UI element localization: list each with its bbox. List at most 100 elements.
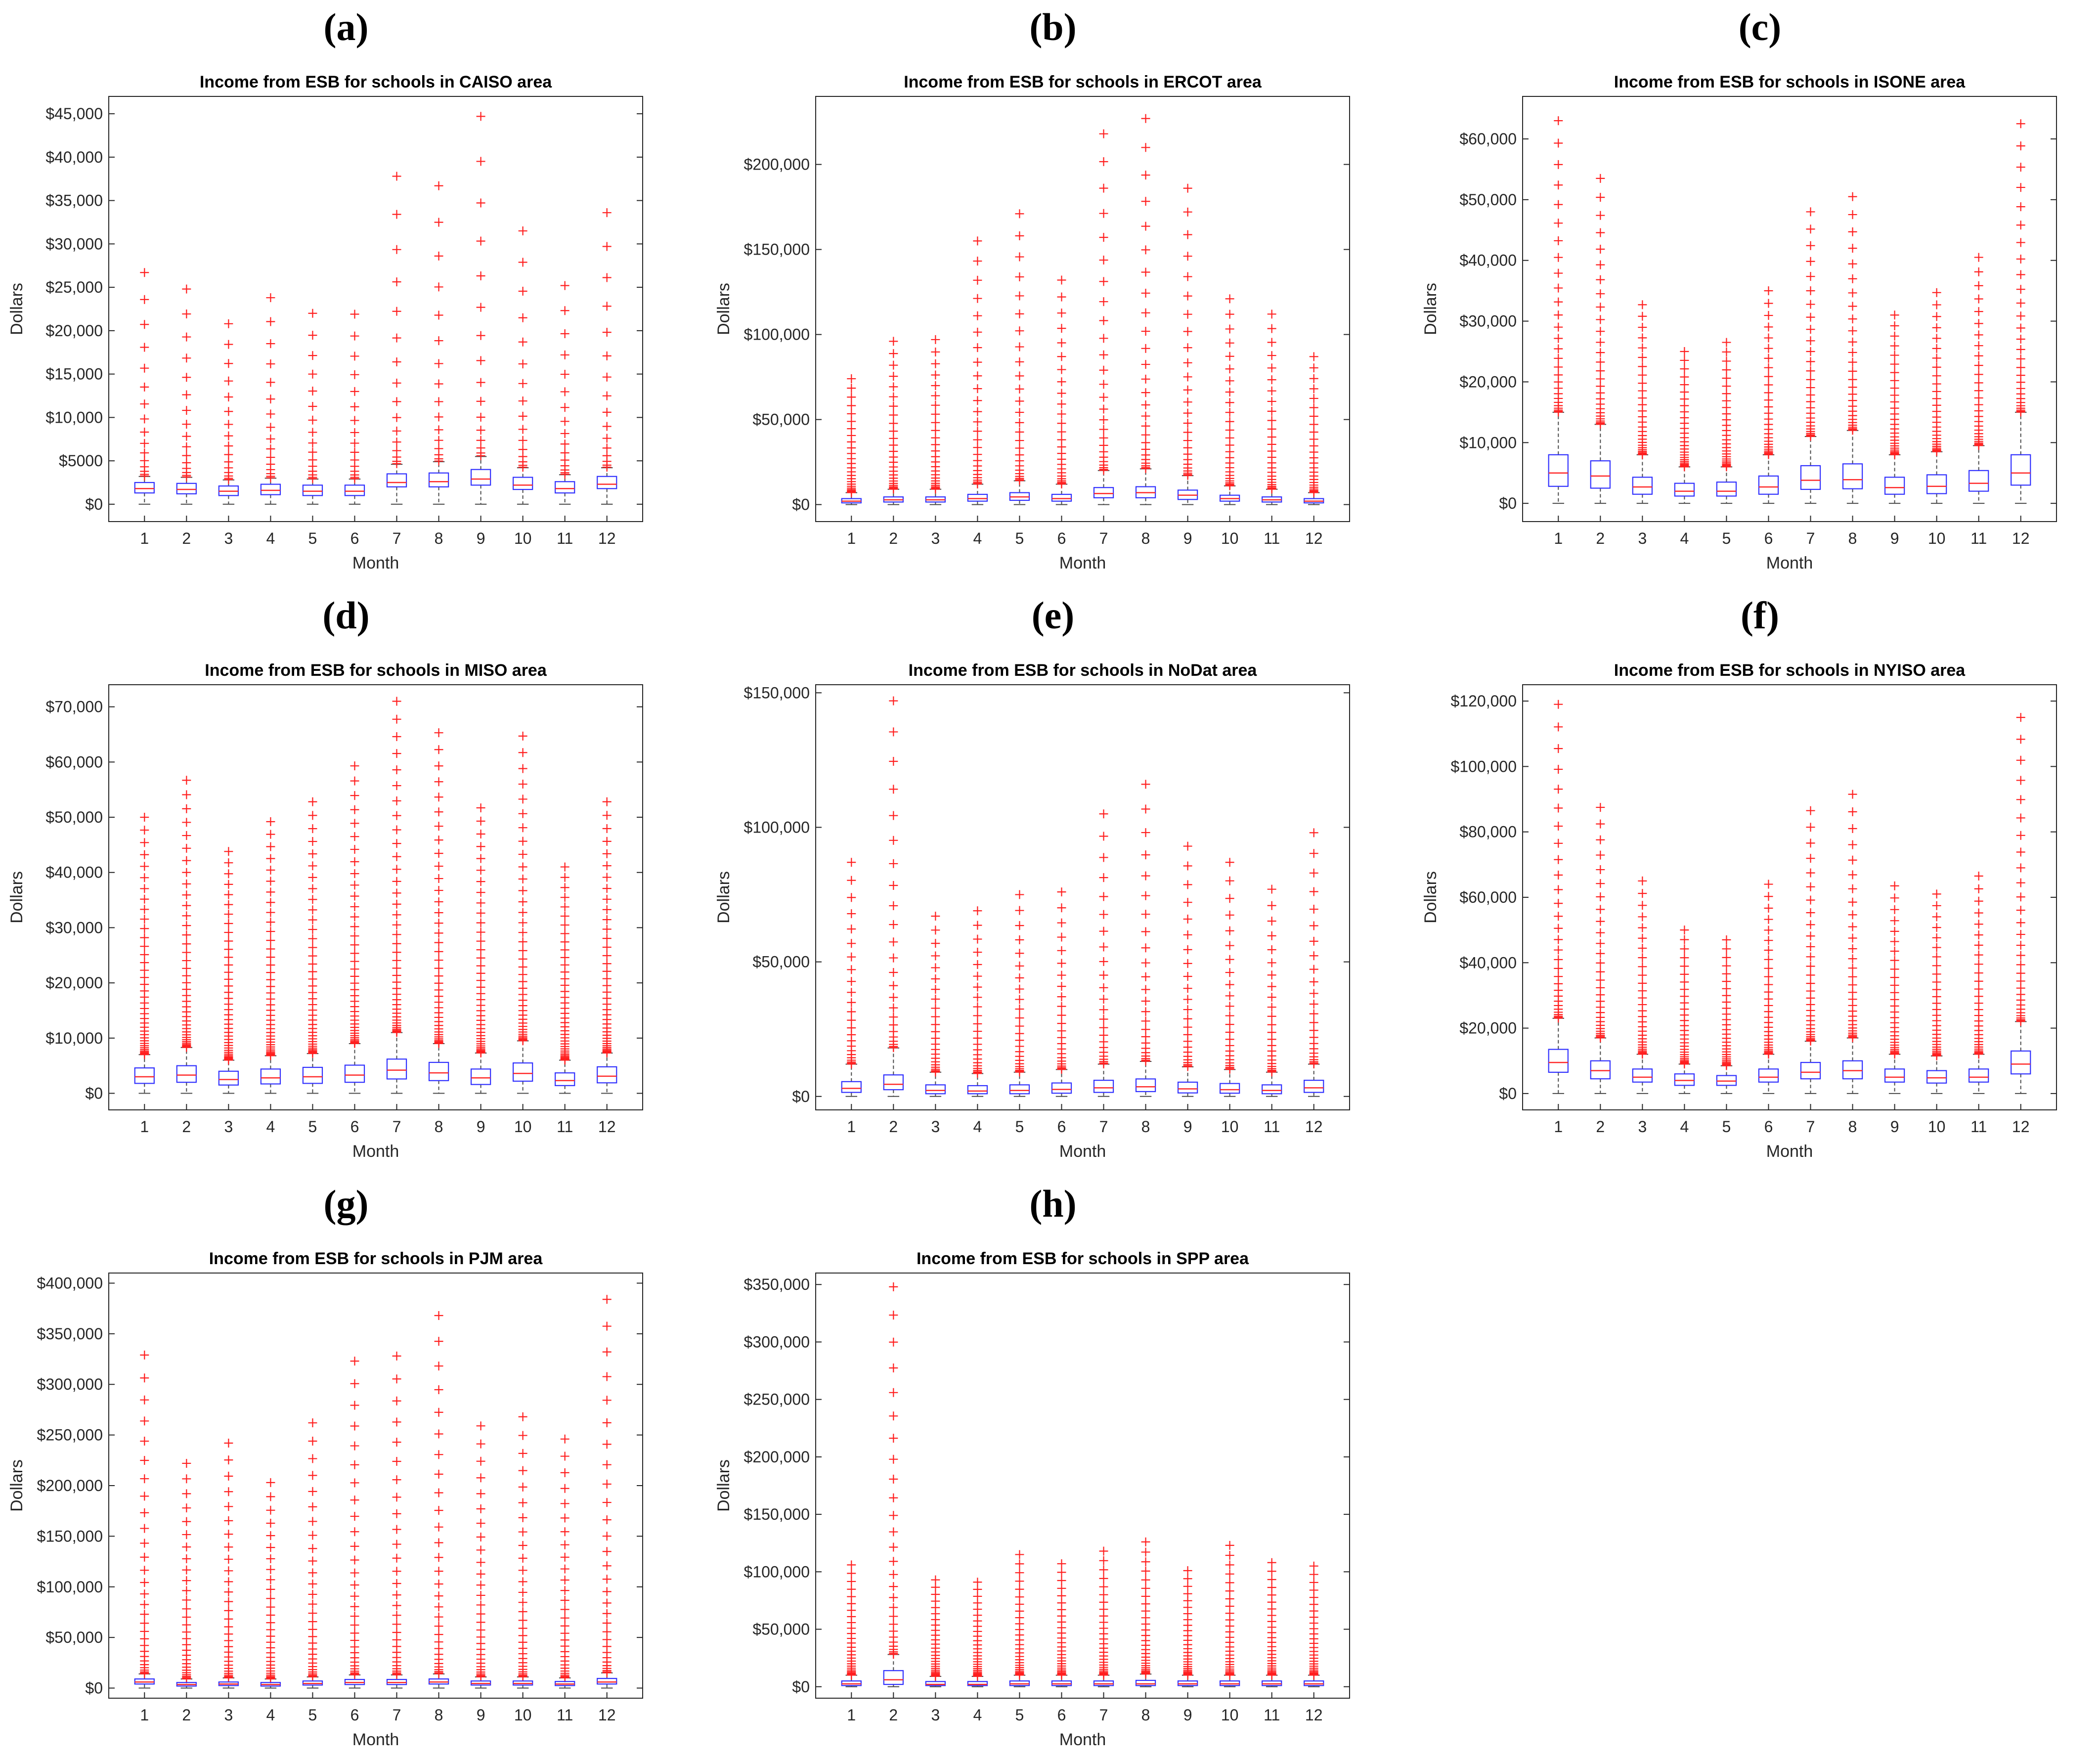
outlier-marker: [182, 451, 191, 460]
outlier-marker: [2016, 713, 2025, 722]
outlier-marker: [518, 748, 527, 757]
plot-frame: [815, 96, 1350, 522]
outliers-month-1: [847, 374, 856, 497]
outlier-marker: [847, 417, 856, 426]
y-axis-label: Dollars: [714, 1459, 733, 1512]
outlier-marker: [1057, 1583, 1066, 1593]
outlier-marker: [1141, 1583, 1150, 1593]
outlier-marker: [140, 448, 149, 458]
outlier-marker: [1141, 910, 1150, 919]
outlier-marker: [476, 968, 485, 978]
outlier-marker: [392, 930, 401, 939]
outlier-marker: [973, 1011, 982, 1020]
outlier-marker: [1099, 316, 1108, 325]
chart-title: Income from ESB for schools in PJM area: [209, 1249, 543, 1268]
x-tick-label: 11: [1264, 529, 1280, 547]
outlier-marker: [1680, 962, 1689, 971]
outlier-marker: [1309, 989, 1318, 998]
outlier-marker: [1848, 227, 1857, 236]
outlier-marker: [1141, 927, 1150, 936]
plot-frame: [1522, 96, 2057, 522]
chart-title: Income from ESB for schools in ISONE are…: [1614, 73, 1966, 91]
outlier-marker: [602, 1440, 612, 1449]
outlier-marker: [182, 1503, 191, 1513]
outlier-marker: [889, 1454, 898, 1464]
outlier-marker: [1932, 371, 1941, 381]
outlier-marker: [602, 905, 612, 914]
outlier-marker: [434, 1630, 443, 1639]
outlier-marker: [2016, 795, 2025, 804]
outlier-marker: [560, 1499, 569, 1508]
outlier-marker: [392, 920, 401, 929]
outlier-marker: [1183, 397, 1192, 407]
x-tick-label: 10: [514, 529, 532, 547]
outlier-marker: [350, 832, 359, 841]
outlier-marker: [889, 836, 898, 845]
outlier-marker: [1890, 937, 1899, 946]
outlier-marker: [1848, 326, 1857, 336]
outlier-marker: [350, 1555, 359, 1565]
outlier-marker: [1015, 890, 1024, 899]
outlier-marker: [1225, 376, 1234, 386]
outlier-marker: [2016, 755, 2025, 765]
y-tick-label: $50,000: [752, 1621, 810, 1638]
outlier-marker: [1554, 744, 1563, 753]
chart-title: Income from ESB for schools in ERCOT are…: [904, 73, 1262, 91]
outlier-marker: [1015, 443, 1024, 453]
outlier-marker: [1267, 324, 1276, 333]
outlier-marker: [350, 447, 359, 457]
outlier-marker: [518, 862, 527, 872]
y-tick-label: $20,000: [45, 322, 103, 340]
outlier-marker: [1638, 912, 1647, 922]
outlier-marker: [1974, 950, 1983, 960]
outlier-marker: [308, 967, 317, 976]
outlier-marker: [1267, 363, 1276, 373]
chart-nodat: Income from ESB for schools in NoDat are…: [714, 661, 1350, 1161]
outlier-marker: [392, 732, 401, 742]
outlier-marker: [434, 1337, 443, 1346]
outlier-marker: [1596, 905, 1605, 914]
outlier-marker: [1183, 841, 1192, 851]
x-tick-label: 3: [1638, 529, 1647, 547]
outlier-marker: [889, 1603, 898, 1612]
outlier-marker: [518, 1577, 527, 1586]
outlier-marker: [1099, 995, 1108, 1004]
x-tick-label: 11: [1264, 1118, 1280, 1136]
outlier-marker: [392, 1351, 401, 1361]
outlier-marker: [1848, 274, 1857, 283]
outlier-marker: [182, 901, 191, 910]
outlier-marker: [224, 880, 233, 889]
outlier-marker: [182, 432, 191, 441]
outlier-marker: [476, 1489, 485, 1498]
outlier-marker: [140, 813, 149, 822]
outlier-marker: [182, 868, 191, 877]
outlier-marker: [847, 952, 856, 962]
outlier-marker: [1722, 935, 1731, 944]
outlier-marker: [1974, 930, 1983, 940]
box: [1758, 1068, 1779, 1083]
outlier-marker: [308, 873, 317, 882]
outlier-marker: [560, 1586, 569, 1595]
outlier-marker: [560, 370, 569, 379]
outlier-marker: [182, 790, 191, 799]
x-tick-label: 2: [889, 1118, 898, 1136]
panel-label: (a): [323, 5, 369, 48]
outlier-marker: [392, 1509, 401, 1518]
outlier-marker: [973, 435, 982, 444]
y-tick-label: $60,000: [1459, 888, 1517, 906]
outlier-marker: [266, 877, 275, 886]
outlier-marker: [1554, 180, 1563, 190]
outlier-marker: [1225, 1560, 1234, 1570]
outlier-marker: [140, 884, 149, 893]
outlier-marker: [1806, 838, 1815, 848]
outlier-marker: [889, 953, 898, 963]
outlier-marker: [1554, 200, 1563, 209]
outlier-marker: [1974, 884, 1983, 893]
outlier-marker: [1015, 984, 1024, 994]
outlier-marker: [434, 745, 443, 754]
outlier-marker: [350, 940, 359, 950]
outliers-month-10: [1225, 294, 1234, 490]
y-tick-label: $150,000: [744, 1505, 810, 1523]
outlier-marker: [2016, 735, 2025, 744]
outlier-marker: [350, 416, 359, 425]
